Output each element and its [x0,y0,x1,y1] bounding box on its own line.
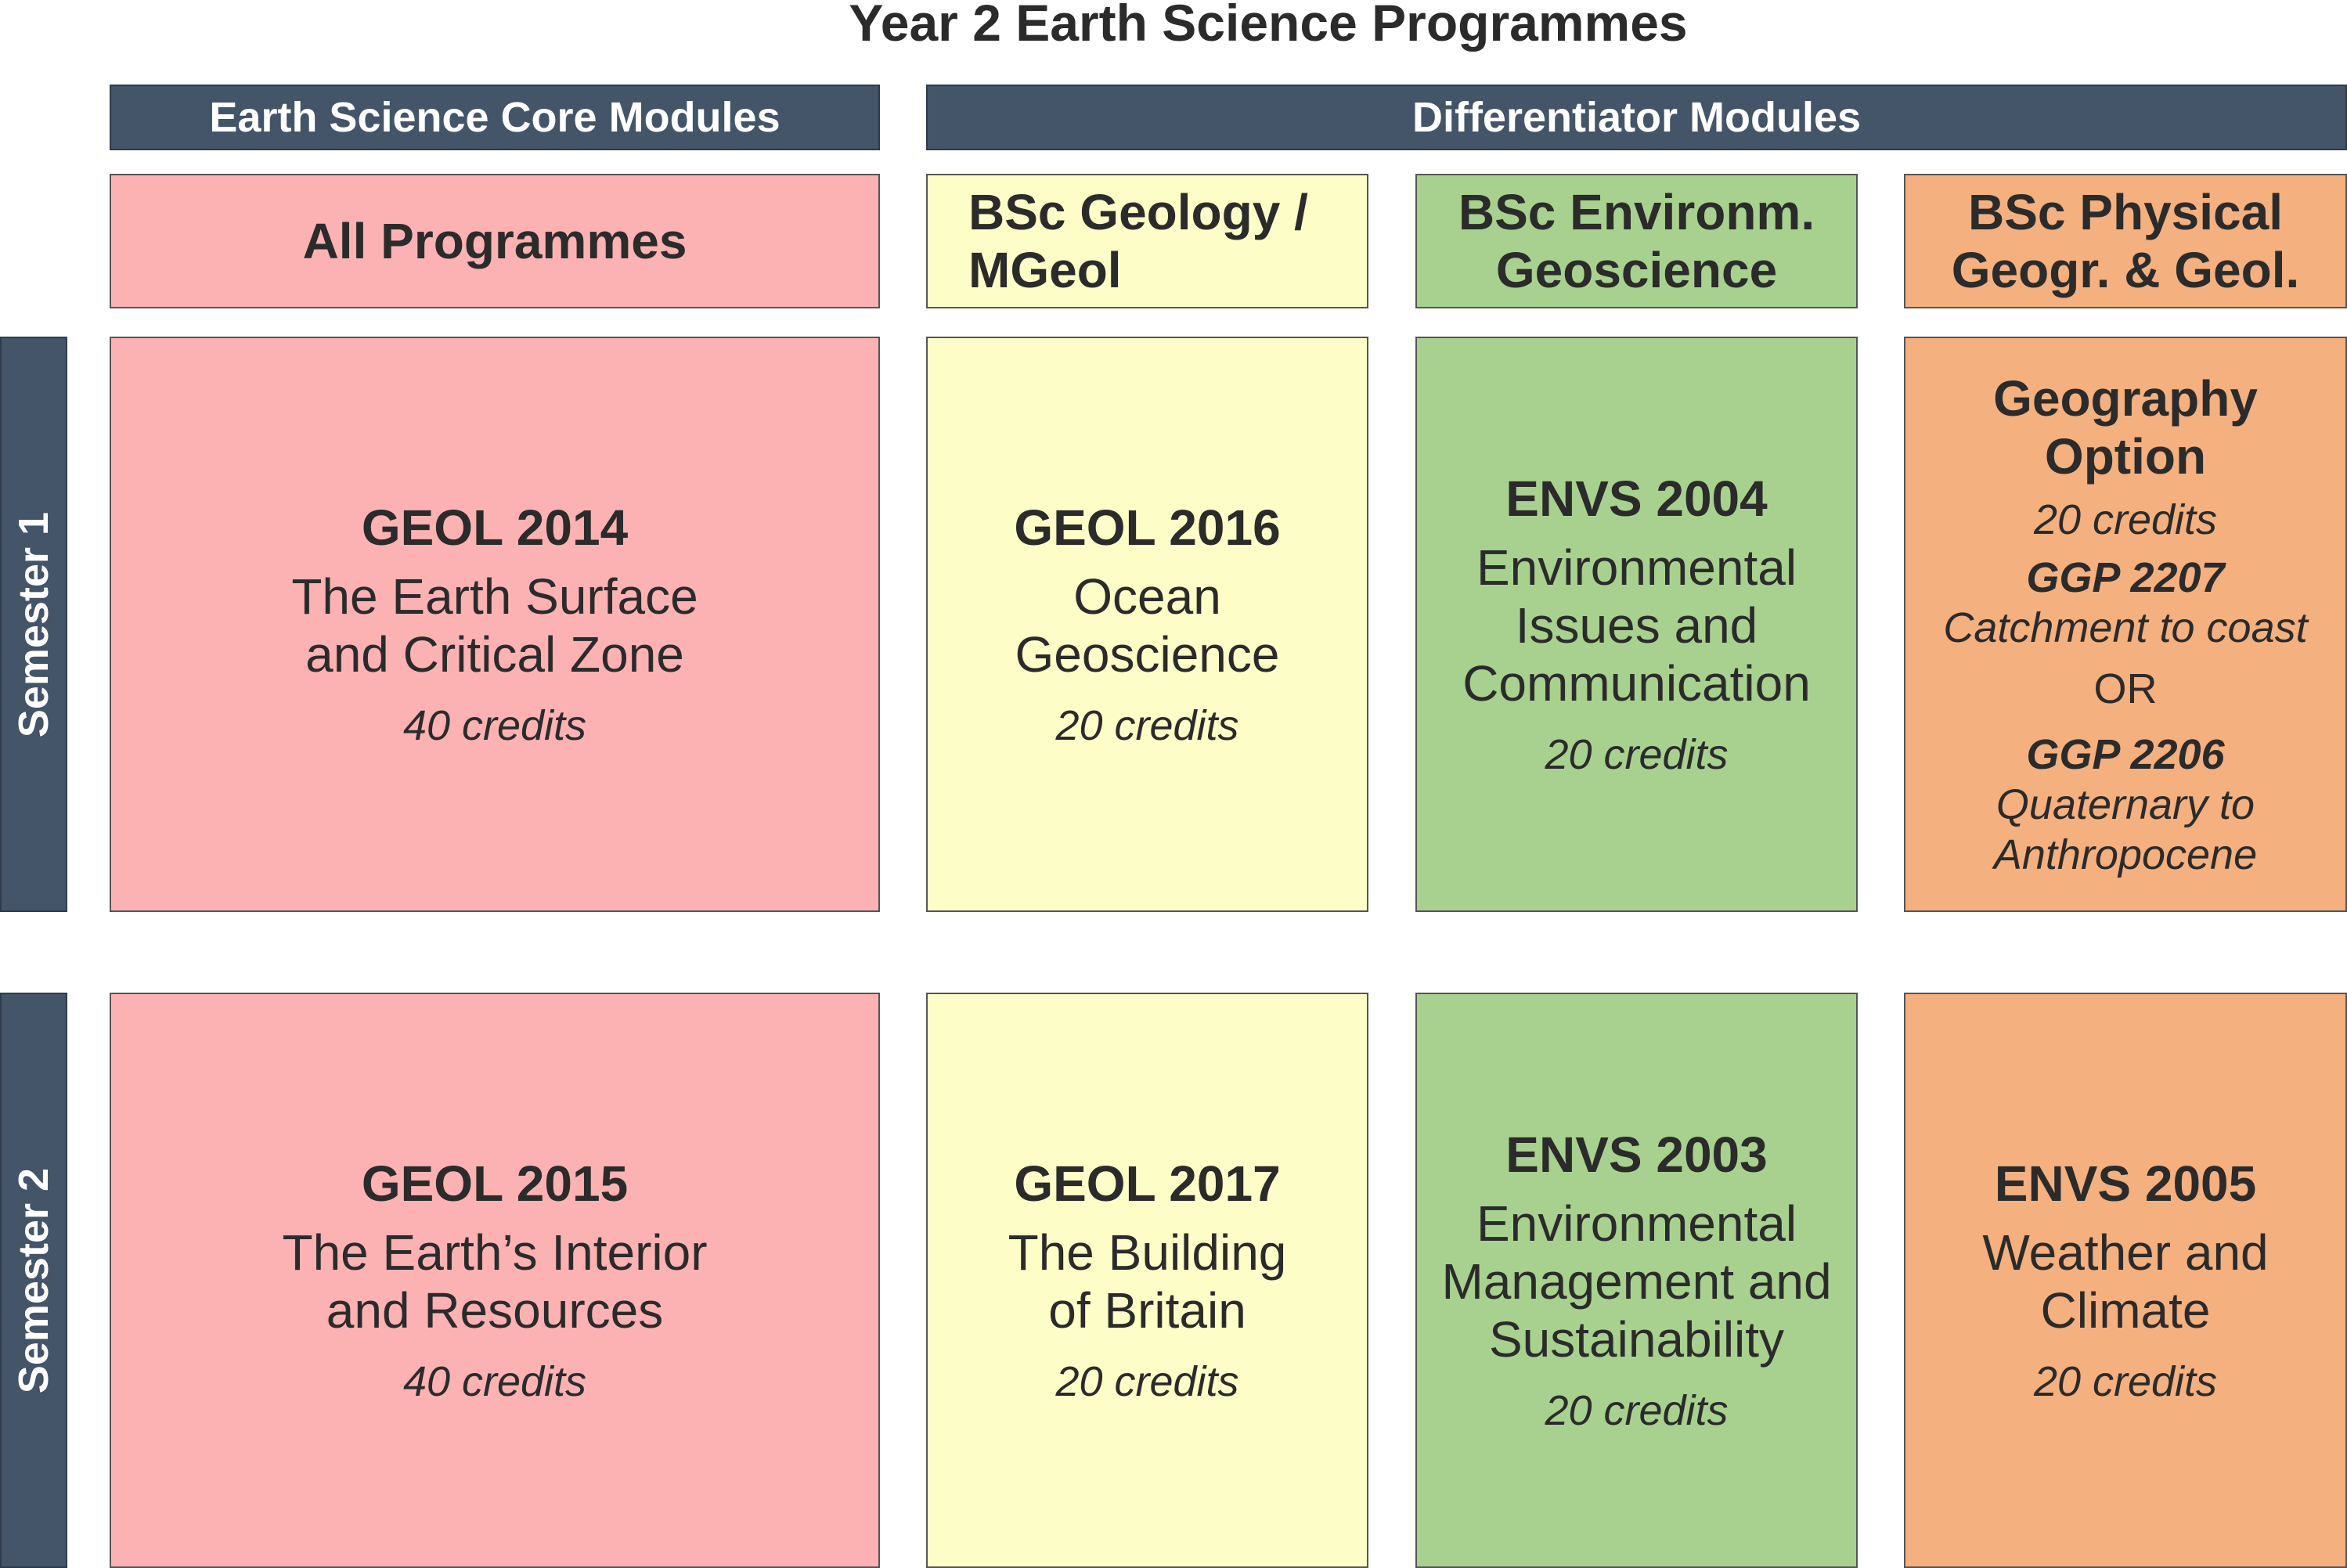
module-code: GEOL 2017 [1014,1155,1281,1212]
page-title: Year 2 Earth Science Programmes [849,0,1688,52]
module-name-line: Ocean [1073,568,1221,625]
module-box-geol-2017: GEOL 2017 The Building of Britain 20 cre… [926,993,1368,1568]
module-name-line: of Britain [1048,1281,1246,1339]
module-code: ENVS 2005 [1994,1155,2257,1212]
module-name-line: Geoscience [1015,625,1280,683]
option-2-name-line: Anthropocene [1993,831,2258,878]
module-code: ENVS 2003 [1505,1126,1768,1183]
option-2-code: GGP 2206 [2026,730,2225,778]
module-code: GEOL 2014 [361,499,629,556]
module-box-envs-2004: ENVS 2004 Environmental Issues and Commu… [1415,337,1858,912]
module-box-geol-2015: GEOL 2015 The Earth’s Interior and Resou… [110,993,880,1568]
module-credits: 20 credits [1055,701,1239,749]
module-name-line: Environmental [1476,1195,1797,1252]
module-name-line: Environmental [1476,539,1797,596]
module-box-envs-2005: ENVS 2005 Weather and Climate 20 credits [1904,993,2347,1568]
module-credits: 40 credits [402,701,587,749]
programme-header-geology: BSc Geology / MGeol [926,174,1368,308]
programme-header-all-line: All Programmes [302,213,687,269]
module-credits: 20 credits [2033,1357,2218,1405]
core-modules-header: Earth Science Core Modules [110,85,880,150]
programme-header-environ-line: BSc Environm. [1458,184,1815,240]
module-name-line: Issues and [1515,597,1758,654]
differentiator-modules-header: Differentiator Modules [926,85,2347,150]
module-code: ENVS 2004 [1505,470,1768,527]
programme-header-all: All Programmes [110,174,880,308]
module-box-geol-2016: GEOL 2016 Ocean Geoscience 20 credits [926,337,1368,912]
module-name-line: Sustainability [1488,1310,1785,1368]
module-name-line: The Earth’s Interior [282,1224,708,1281]
semester-1-bar: Semester 1 [0,337,67,912]
semester-1-label: Semester 1 [10,511,57,737]
module-box-geol-2014: GEOL 2014 The Earth Surface and Critical… [110,337,880,912]
module-box-geography-option: Geography Option 20 credits GGP 2207 Cat… [1904,337,2347,912]
module-name-line: Communication [1462,654,1811,712]
module-code: GEOL 2016 [1014,499,1281,556]
programme-header-geology-line: MGeol [968,242,1122,298]
programme-header-geology-line: BSc Geology / [968,184,1308,240]
option-1-name-line: Catchment to coast [1943,604,2308,651]
programme-header-environ-line: Geoscience [1495,242,1778,298]
module-name-line: Weather and [1982,1224,2269,1281]
module-code: GEOL 2015 [361,1155,629,1212]
module-credits: 20 credits [1055,1357,1239,1405]
option-title-line: Geography [1993,369,2258,427]
module-credits: 20 credits [1545,730,1729,778]
option-1-code: GGP 2207 [2026,553,2225,601]
module-credits: 40 credits [402,1357,587,1405]
module-name-line: and Critical Zone [305,625,684,683]
option-or-text: OR [2093,665,2158,712]
module-name-line: and Resources [326,1281,664,1339]
option-2-name-line: Quaternary to [1995,780,2255,828]
module-name-line: Climate [2040,1281,2211,1339]
option-title-line: Option [2044,427,2207,485]
semester-2-bar: Semester 2 [0,993,67,1568]
programme-header-physical-line: BSc Physical [1968,184,2283,240]
option-credits: 20 credits [2033,496,2218,543]
module-box-envs-2003: ENVS 2003 Environmental Management and S… [1415,993,1858,1568]
module-name-line: The Building [1008,1224,1287,1281]
module-credits: 20 credits [1545,1386,1729,1434]
module-name-line: Management and [1441,1253,1832,1310]
programme-header-physical: BSc Physical Geogr. & Geol. [1904,174,2347,308]
module-name-line: The Earth Surface [291,568,698,625]
programme-header-environ: BSc Environm. Geoscience [1415,174,1858,308]
programme-header-physical-line: Geogr. & Geol. [1951,242,2300,298]
semester-2-label: Semester 2 [10,1167,57,1393]
